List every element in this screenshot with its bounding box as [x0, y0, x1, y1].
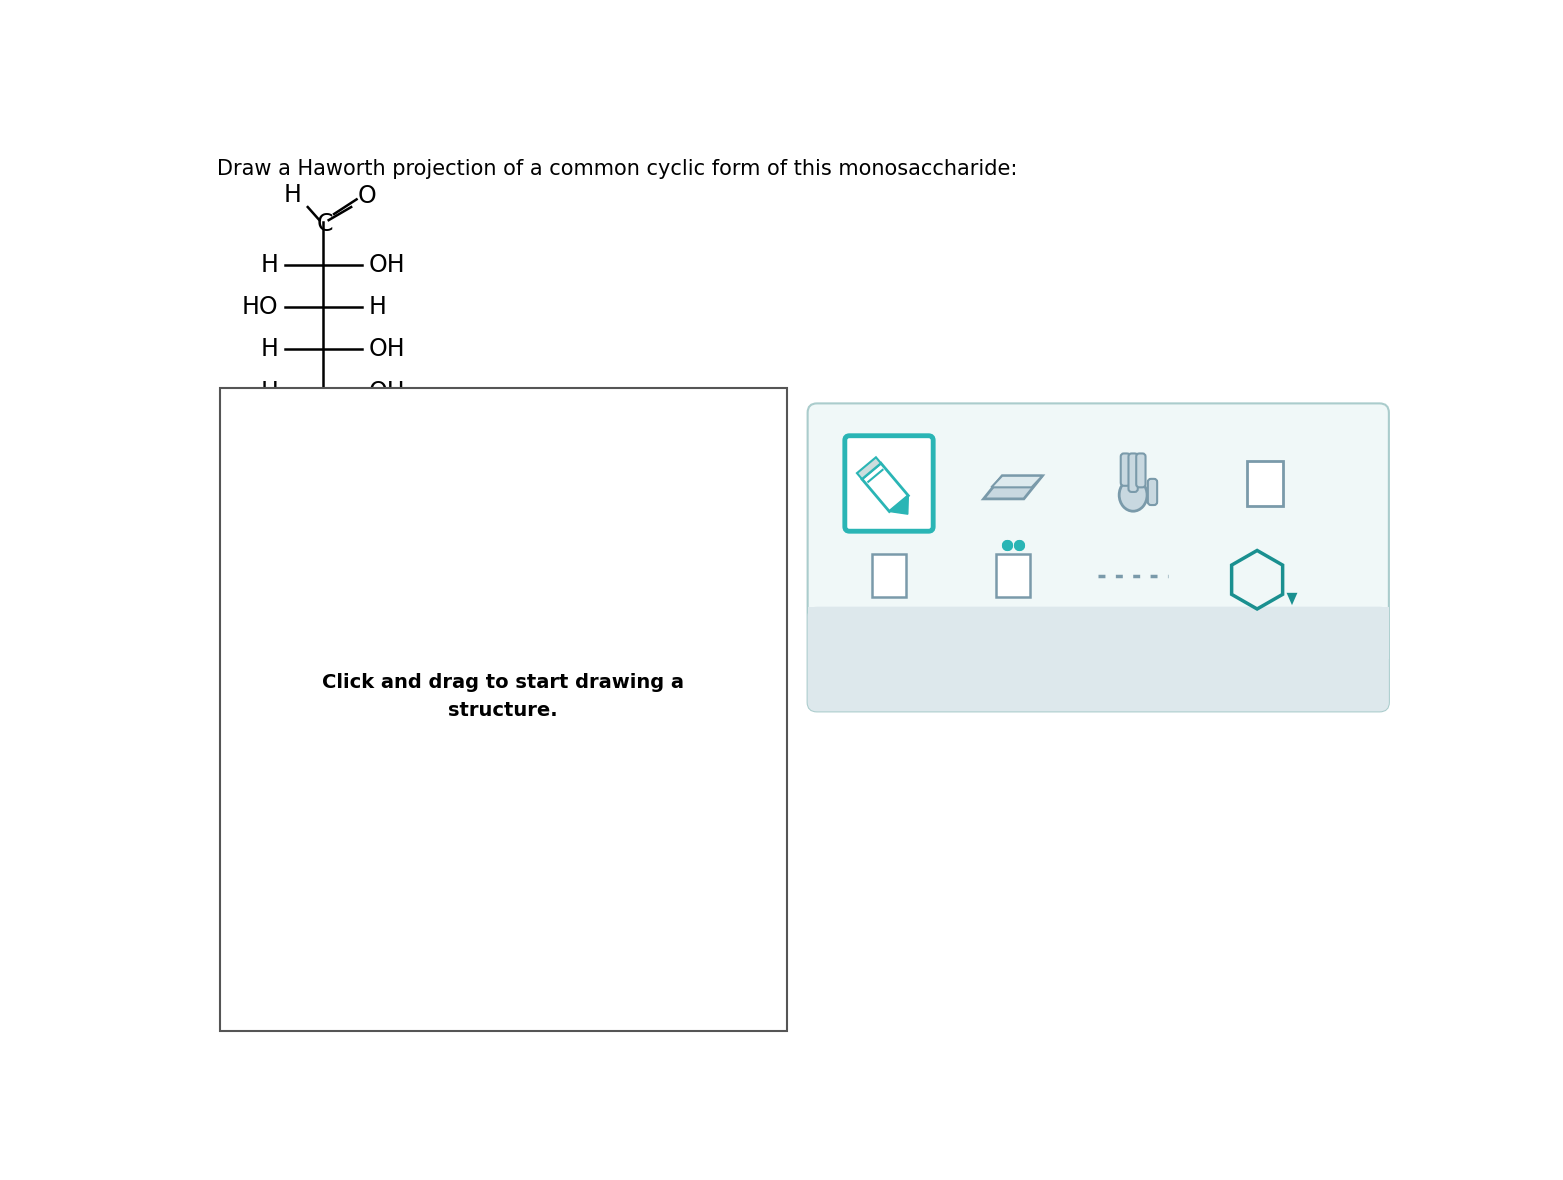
Text: OH: OH	[369, 253, 405, 277]
Text: H: H	[283, 183, 302, 206]
Polygon shape	[1286, 592, 1297, 605]
FancyBboxPatch shape	[1121, 453, 1130, 486]
Text: H: H	[261, 337, 278, 361]
Text: OH: OH	[369, 380, 405, 404]
Text: −: −	[902, 531, 917, 550]
Text: OH: OH	[369, 337, 405, 361]
FancyBboxPatch shape	[808, 607, 1390, 712]
FancyBboxPatch shape	[846, 435, 933, 531]
FancyBboxPatch shape	[808, 404, 1390, 712]
Text: C: C	[317, 212, 333, 236]
FancyBboxPatch shape	[1247, 461, 1283, 506]
Text: H: H	[369, 295, 386, 319]
Text: +: +	[1279, 438, 1297, 458]
FancyBboxPatch shape	[1128, 453, 1138, 492]
Polygon shape	[991, 476, 1043, 487]
Text: ✕: ✕	[875, 643, 903, 675]
Polygon shape	[889, 496, 908, 514]
Polygon shape	[861, 464, 908, 511]
Text: H: H	[261, 253, 278, 277]
FancyBboxPatch shape	[872, 555, 907, 597]
Text: O: O	[358, 184, 377, 208]
FancyBboxPatch shape	[220, 388, 786, 1031]
Ellipse shape	[1119, 479, 1147, 511]
Text: CH$_2$OH: CH$_2$OH	[283, 401, 364, 427]
FancyBboxPatch shape	[996, 555, 1030, 597]
Polygon shape	[983, 476, 1043, 499]
Text: ↺: ↺	[997, 642, 1028, 676]
Text: Draw a Haworth projection of a common cyclic form of this monosaccharide:: Draw a Haworth projection of a common cy…	[217, 158, 1018, 178]
Text: ↻: ↻	[1118, 642, 1149, 676]
FancyBboxPatch shape	[1147, 479, 1157, 505]
Polygon shape	[857, 458, 882, 479]
FancyBboxPatch shape	[1136, 453, 1146, 487]
Text: o: o	[1283, 535, 1293, 549]
Text: H: H	[261, 380, 278, 404]
Text: HO: HO	[242, 295, 278, 319]
Text: Click and drag to start drawing a
structure.: Click and drag to start drawing a struct…	[322, 673, 685, 720]
Bar	[808, 607, 1390, 660]
